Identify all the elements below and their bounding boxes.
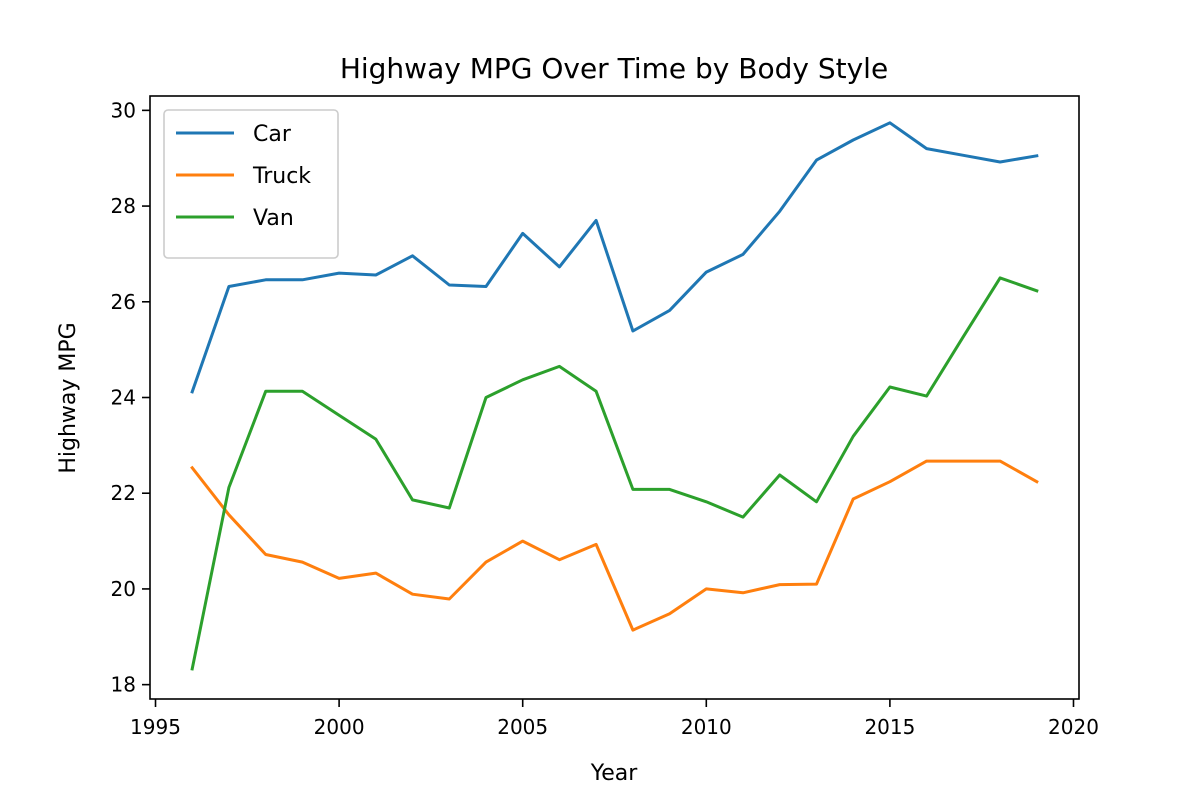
legend-label-truck: Truck — [252, 164, 311, 189]
y-tick-label: 20 — [111, 577, 136, 601]
y-tick-label: 22 — [111, 481, 136, 505]
x-tick-label: 2010 — [681, 715, 732, 739]
y-tick-label: 18 — [111, 673, 136, 697]
x-tick-label: 2005 — [497, 715, 548, 739]
legend-box — [163, 109, 339, 259]
series-line-van — [190, 276, 1039, 671]
legend-label-van: Van — [253, 206, 294, 231]
legend-label-car: Car — [253, 122, 292, 147]
series-line-car — [190, 121, 1039, 394]
x-tick-label: 2020 — [1048, 715, 1099, 739]
x-axis-label: Year — [590, 761, 639, 786]
x-tick-label: 2015 — [864, 715, 915, 739]
legend: Car Truck Van — [163, 109, 339, 259]
x-axis-ticks: 1995 2000 2005 2010 2015 2020 — [130, 699, 1099, 739]
y-tick-label: 28 — [111, 194, 136, 218]
y-tick-label: 24 — [111, 386, 136, 410]
y-axis-ticks: 18 20 22 24 26 28 30 — [111, 98, 150, 697]
x-tick-label: 1995 — [130, 715, 181, 739]
series-layer — [190, 121, 1039, 671]
chart-title: Highway MPG Over Time by Body Style — [340, 52, 888, 85]
y-tick-label: 30 — [111, 98, 136, 122]
series-line-truck — [190, 459, 1039, 632]
y-tick-label: 26 — [111, 290, 136, 314]
y-axis-label: Highway MPG — [56, 322, 81, 473]
x-tick-label: 2000 — [314, 715, 365, 739]
